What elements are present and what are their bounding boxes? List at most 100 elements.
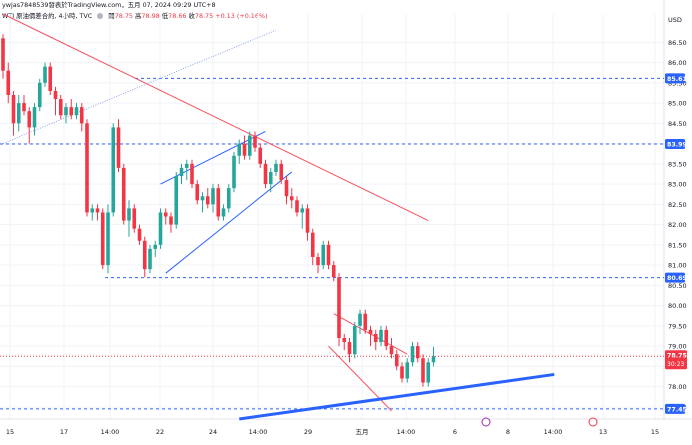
candle-body — [106, 212, 110, 266]
candle-body — [85, 123, 89, 213]
price-badge-text: 77.45 — [667, 406, 687, 413]
candle-body — [226, 188, 231, 209]
candle-body — [121, 167, 126, 221]
y-tick-label: 81.00 — [668, 262, 687, 270]
candle-body — [27, 111, 32, 128]
candle-body — [69, 107, 74, 116]
current-price-text: 78.75 — [667, 353, 687, 360]
candle-body — [247, 135, 252, 156]
x-tick-label: 14:00 — [101, 428, 120, 436]
price-badge — [665, 139, 685, 150]
currency-label: USD — [668, 16, 682, 24]
y-tick-label: 78.00 — [668, 383, 687, 391]
price-badge — [665, 272, 685, 283]
candle-body — [389, 346, 394, 355]
x-tick-label: 8 — [506, 428, 510, 436]
x-tick-label: 17 — [60, 428, 68, 436]
candle-body — [232, 155, 236, 189]
x-tick-label: 14:00 — [397, 428, 416, 436]
candle-body — [342, 338, 347, 343]
candle-body — [405, 362, 410, 379]
candle-body — [347, 342, 352, 355]
event-marker-icon — [481, 417, 491, 427]
x-tick-label: 22 — [156, 428, 164, 436]
candle-body — [195, 184, 200, 201]
symbol-title[interactable]: WTI 原油價差合約, 4小時, TVC — [2, 12, 93, 20]
y-tick-label: 82.50 — [668, 201, 687, 209]
x-tick-label: 14:00 — [544, 428, 563, 436]
candle-body — [295, 200, 299, 213]
candle-body — [316, 257, 320, 266]
current-price-badge — [665, 350, 687, 370]
candle-body — [90, 208, 95, 213]
high-value: 78.98 — [141, 12, 160, 20]
candle-body — [79, 107, 84, 124]
y-tick-label: 80.50 — [668, 282, 687, 290]
candle-body — [111, 127, 116, 213]
candle-body — [58, 99, 63, 116]
candle-body — [169, 216, 173, 225]
candle-body — [95, 208, 100, 213]
y-tick-label: 83.50 — [668, 160, 687, 168]
chart-header: ywjas7848539發表於TradingView.com，五月 07, 20… — [0, 0, 664, 24]
candle-body — [373, 333, 378, 343]
candle-body — [100, 212, 105, 266]
close-label: 收 — [188, 12, 195, 20]
price-badge-text: 80.69 — [667, 275, 687, 282]
candle-body — [300, 208, 305, 213]
candle-body — [410, 346, 415, 363]
candle-body — [153, 244, 158, 249]
candle-body — [284, 180, 289, 197]
x-tick-label: 15 — [6, 428, 14, 436]
red-trendline — [2, 13, 429, 221]
candle-body — [237, 143, 242, 156]
high-label: 高 — [135, 12, 142, 20]
candle-body — [421, 358, 425, 383]
x-tick-label: 6 — [453, 428, 457, 436]
candle-body — [1, 38, 5, 71]
candle-body — [279, 163, 284, 181]
candle-body — [142, 240, 147, 270]
open-label: 開 — [108, 12, 115, 20]
flag-event-icon — [588, 417, 598, 427]
candle-body — [127, 208, 131, 221]
y-tick-label: 83.00 — [668, 181, 687, 189]
candle-body — [363, 313, 368, 330]
candle-body — [179, 167, 184, 176]
candle-body — [384, 329, 389, 347]
candle-body — [368, 329, 373, 334]
candle-body — [321, 244, 326, 266]
y-tick-label: 85.00 — [668, 100, 687, 108]
candle-body — [74, 107, 79, 116]
open-value: 78.75 — [114, 12, 133, 20]
candle-body — [205, 196, 210, 205]
candle-body — [263, 163, 268, 185]
candle-body — [242, 143, 247, 156]
support-trendline — [239, 372, 555, 421]
candle-body — [48, 66, 53, 91]
candle-body — [32, 107, 37, 128]
close-value: 78.75 — [194, 12, 214, 20]
candle-body — [190, 163, 194, 185]
low-label: 低 — [161, 12, 169, 20]
candle-body — [163, 212, 168, 217]
candle-body — [132, 208, 137, 229]
price-badge-text: 85.61 — [667, 76, 687, 83]
countdown-text: 30:23 — [667, 361, 684, 368]
candle-body — [64, 107, 68, 116]
candle-body — [431, 356, 436, 363]
price-badge-text: 83.99 — [667, 142, 687, 149]
candle-body — [274, 163, 278, 172]
publish-info: ywjas7848539發表於TradingView.com，五月 07, 20… — [2, 1, 216, 9]
x-tick-label: 29 — [304, 428, 312, 436]
candle-body — [358, 313, 362, 326]
candle-body — [331, 265, 336, 278]
candle-body — [426, 362, 431, 383]
candle-body — [289, 196, 294, 201]
y-tick-label: 86.50 — [668, 39, 687, 47]
candle-body — [211, 188, 215, 205]
candle-body — [158, 212, 163, 245]
candle-body — [326, 244, 331, 266]
x-tick-label: 15 — [651, 428, 659, 436]
